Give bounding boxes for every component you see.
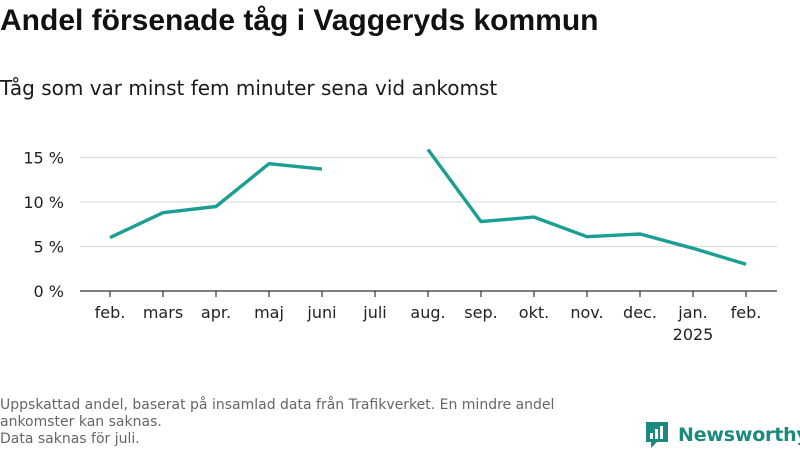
x-tick-label: sep. — [464, 303, 497, 322]
x-tick-label: feb. — [95, 303, 126, 322]
x-tick-label: aug. — [410, 303, 445, 322]
y-tick-label: 5 % — [34, 238, 64, 257]
y-tick-label: 15 % — [23, 149, 64, 168]
chart-subtitle: Tåg som var minst fem minuter sena vid a… — [0, 76, 498, 100]
line-chart: 0 % 5 % 10 % 15 % feb. mars apr. maj juni juli au… — [23, 148, 777, 344]
x-tick-label: dec. — [623, 303, 657, 322]
footnote-line: ankomster kan saknas. — [0, 414, 162, 430]
x-tick-label: nov. — [570, 303, 603, 322]
x-year-label: 2025 — [673, 325, 714, 344]
y-tick-label: 10 % — [23, 193, 64, 212]
footnote-line: Data saknas för juli. — [0, 431, 140, 447]
series-line — [109, 162, 323, 240]
x-tick-label: apr. — [201, 303, 231, 322]
footnote-line: Uppskattad andel, baserat på insamlad da… — [0, 397, 555, 413]
data-series — [109, 148, 747, 266]
x-tick-label: mars — [143, 303, 183, 322]
y-axis-ticks: 0 % 5 % 10 % 15 % — [23, 149, 64, 302]
x-tick-label: juli — [362, 303, 386, 322]
bar-chart-icon — [646, 422, 668, 448]
chart-title: Andel försenade tåg i Vaggeryds kommun — [0, 4, 599, 37]
x-axis: feb. mars apr. maj juni juli aug. sep. okt. nov. d… — [80, 290, 777, 344]
gridlines — [80, 156, 777, 248]
x-tick-label: maj — [254, 303, 284, 322]
x-tick-label: jan. — [677, 303, 707, 322]
x-tick-label: feb. — [731, 303, 762, 322]
footnote: Uppskattad andel, baserat på insamlad da… — [0, 397, 640, 448]
y-tick-label: 0 % — [34, 282, 64, 301]
x-tick-label: juni — [306, 303, 336, 322]
newsworthy-logo: Newsworthy — [644, 420, 800, 450]
x-tick-label: okt. — [519, 303, 549, 322]
brand-name: Newsworthy — [678, 424, 800, 446]
series-line — [426, 148, 747, 266]
